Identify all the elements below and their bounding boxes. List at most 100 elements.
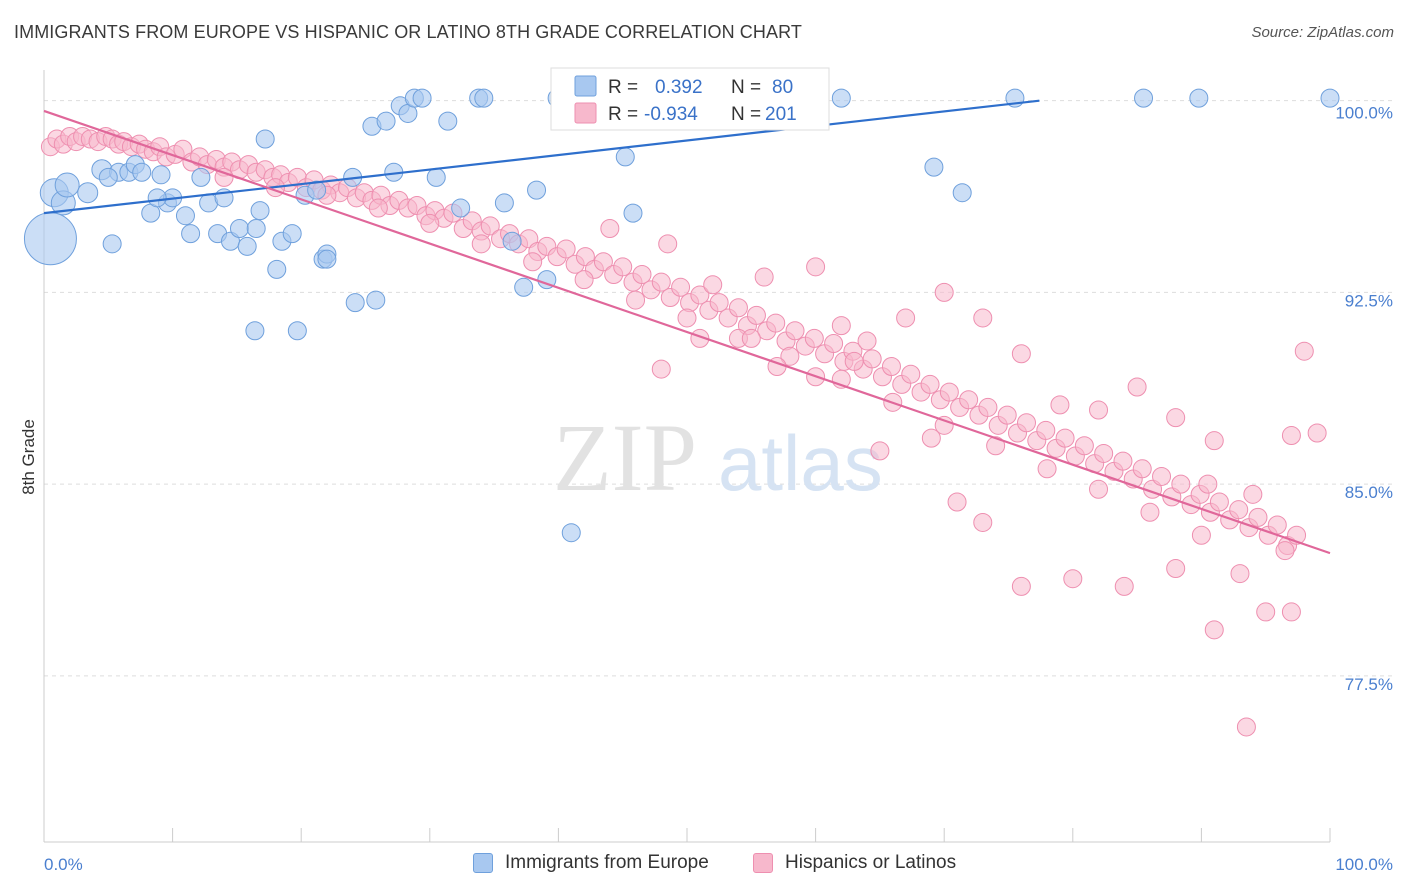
data-point-europe xyxy=(831,88,851,108)
data-point-europe xyxy=(615,147,635,167)
data-point-europe xyxy=(246,218,266,238)
data-point-hispanics xyxy=(214,167,234,187)
stats-legend-box xyxy=(550,67,830,131)
data-point-hispanics xyxy=(1267,515,1287,535)
data-point-hispanics xyxy=(1281,602,1301,622)
data-point-hispanics xyxy=(1055,428,1075,448)
data-point-hispanics xyxy=(651,359,671,379)
data-point-europe xyxy=(77,182,99,204)
data-point-hispanics xyxy=(1171,474,1191,494)
data-point-europe xyxy=(623,203,643,223)
legend-r-value-pink: -0.934 xyxy=(644,104,698,125)
data-point-europe xyxy=(307,180,327,200)
data-point-hispanics xyxy=(677,308,697,328)
data-point-hispanics xyxy=(1132,459,1152,479)
data-point-europe xyxy=(245,321,265,341)
data-point-hispanics xyxy=(600,218,620,238)
data-point-hispanics xyxy=(1204,620,1224,640)
data-point-europe xyxy=(237,236,257,256)
data-point-hispanics xyxy=(959,390,979,410)
data-point-hispanics xyxy=(1256,602,1276,622)
data-point-hispanics xyxy=(1074,436,1094,456)
data-point-hispanics xyxy=(997,405,1017,425)
data-point-hispanics xyxy=(574,270,594,290)
data-point-hispanics xyxy=(556,239,576,259)
data-point-hispanics xyxy=(844,351,864,371)
data-point-hispanics xyxy=(1248,507,1268,527)
data-point-europe xyxy=(287,321,307,341)
data-point-hispanics xyxy=(870,441,890,461)
data-point-europe xyxy=(151,165,171,185)
legend-label-europe: Immigrants from Europe xyxy=(505,852,709,873)
legend-r-label-blue: R = xyxy=(608,77,638,98)
data-point-hispanics xyxy=(420,213,440,233)
data-point-hispanics xyxy=(901,364,921,384)
data-point-europe xyxy=(255,129,275,149)
data-point-hispanics xyxy=(1191,525,1211,545)
data-point-hispanics xyxy=(881,357,901,377)
legend-swatch-blue xyxy=(574,75,597,97)
data-point-hispanics xyxy=(939,382,959,402)
data-point-hispanics xyxy=(921,428,941,448)
data-point-hispanics xyxy=(978,397,998,417)
y-tick-label: 100.0% xyxy=(1335,104,1393,123)
legend-n-label-pink: N = xyxy=(731,104,761,125)
data-point-europe xyxy=(438,111,458,131)
data-point-hispanics xyxy=(613,257,633,277)
watermark-atlas: atlas xyxy=(718,419,883,507)
data-point-hispanics xyxy=(1036,420,1056,440)
data-point-hispanics xyxy=(741,328,761,348)
data-point-europe xyxy=(345,293,365,313)
data-point-hispanics xyxy=(523,252,543,272)
data-point-hispanics xyxy=(480,216,500,236)
data-point-hispanics xyxy=(1204,431,1224,451)
stats-legend: R = 0.392 N = 80 R = -0.934 N = 201 xyxy=(550,67,830,131)
data-point-europe xyxy=(924,157,944,177)
y-tick-label: 92.5% xyxy=(1345,291,1393,310)
data-point-hispanics xyxy=(1011,344,1031,364)
data-point-hispanics xyxy=(1063,569,1083,589)
watermark-zip: ZIP xyxy=(553,404,697,511)
data-point-europe xyxy=(474,88,494,108)
data-point-hispanics xyxy=(1230,564,1250,584)
data-point-europe xyxy=(147,188,167,208)
legend-swatch-europe xyxy=(473,853,493,873)
data-point-europe xyxy=(366,290,386,310)
trend-line-europe xyxy=(43,99,1040,215)
data-point-europe xyxy=(181,224,201,244)
data-point-hispanics xyxy=(728,298,748,318)
data-point-europe xyxy=(561,523,581,543)
data-point-europe xyxy=(102,234,122,254)
data-point-hispanics xyxy=(806,257,826,277)
x-tick-labels: 0.0% 100.0% xyxy=(44,855,1393,874)
data-point-europe xyxy=(1134,88,1154,108)
data-point-hispanics xyxy=(1089,479,1109,499)
data-point-hispanics xyxy=(1307,423,1327,443)
x-tick-label: 0.0% xyxy=(44,855,83,874)
legend-item-europe: Immigrants from Europe xyxy=(473,852,709,874)
data-point-hispanics xyxy=(658,234,678,254)
data-point-hispanics xyxy=(632,265,652,285)
data-point-europe xyxy=(317,249,337,269)
legend-n-value-blue: 80 xyxy=(772,77,793,98)
data-point-hispanics xyxy=(896,308,916,328)
trend-line-hispanics xyxy=(43,109,1331,555)
y-tick-labels: 100.0% 92.5% 85.0% 77.5% xyxy=(1335,104,1393,694)
x-tick-label: 100.0% xyxy=(1335,855,1393,874)
data-point-hispanics xyxy=(780,346,800,366)
legend-n-label-blue: N = xyxy=(731,77,761,98)
legend-n-value-pink: 201 xyxy=(765,104,797,125)
data-point-hispanics xyxy=(766,313,786,333)
data-point-europe xyxy=(250,201,270,221)
data-point-hispanics xyxy=(671,277,691,297)
data-point-europe xyxy=(451,198,471,218)
data-point-hispanics xyxy=(754,267,774,287)
data-point-hispanics xyxy=(1113,451,1133,471)
watermark: ZIP atlas xyxy=(553,404,883,511)
data-point-europe xyxy=(376,111,396,131)
data-point-europe xyxy=(952,183,972,203)
legend-r-value-blue: 0.392 xyxy=(655,77,703,98)
data-point-hispanics xyxy=(1152,466,1172,486)
data-point-hispanics xyxy=(857,331,877,351)
